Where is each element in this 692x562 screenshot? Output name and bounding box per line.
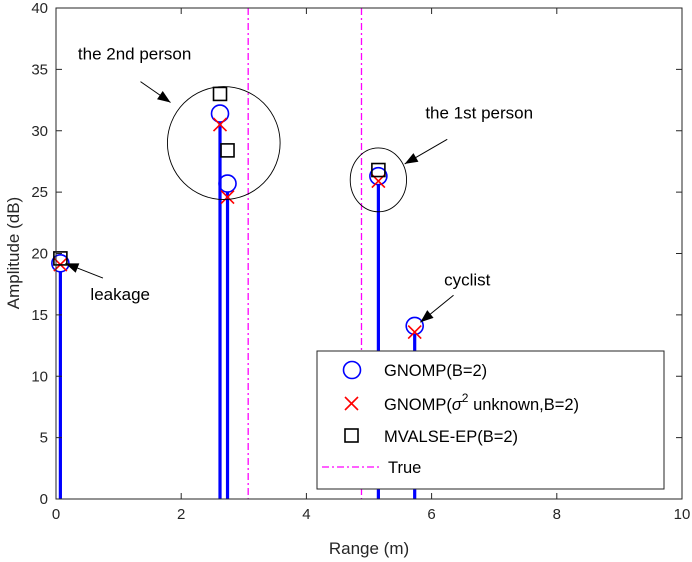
x-tick-label: 8 (553, 506, 561, 523)
x-tick-label: 0 (52, 506, 60, 523)
annotation-text: the 2nd person (78, 45, 191, 64)
legend-label-superscript: 2 (462, 391, 469, 405)
legend-marker-square (344, 428, 359, 443)
point-square (53, 251, 68, 266)
annotation-arrowhead (404, 153, 419, 164)
legend-label-mvalse: MVALSE-EP(B=2) (384, 428, 518, 446)
point-circle (405, 316, 424, 336)
point-x-stroke (220, 189, 235, 205)
legend-label-gnomp-sigma: GNOMP(σ2 unknown,B=2) (384, 391, 579, 414)
legend-label-sigma: σ (452, 396, 463, 414)
x-axis-label: Range (m) (329, 539, 409, 558)
y-tick-label: 0 (40, 491, 48, 508)
y-tick-label: 30 (31, 123, 48, 140)
y-tick-label: 40 (31, 0, 48, 17)
point-square (371, 162, 386, 178)
legend-label-suffix: unknown,B=2) (468, 396, 579, 414)
highlight-circle (349, 147, 408, 213)
y-tick-label: 25 (31, 184, 48, 201)
annotation-layer: the 2nd person the 1st person leakage cycli… (65, 45, 533, 323)
point-square (212, 86, 228, 102)
highlight-circle (166, 86, 281, 200)
point-circle (218, 174, 237, 193)
point-x-stroke (212, 117, 228, 132)
legend-label-gnomp: GNOMP(B=2) (384, 362, 487, 380)
y-axis-label: Amplitude (dB) (4, 197, 23, 309)
x-tick-label: 6 (427, 506, 435, 523)
point-x-stroke (407, 324, 422, 340)
annotation-text: the 1st person (425, 103, 533, 122)
x-tick-label: 4 (302, 506, 310, 523)
legend-box (316, 350, 665, 490)
y-tick-label: 10 (31, 368, 48, 385)
y-tick-label: 35 (31, 61, 48, 78)
legend-marker-circle (342, 360, 362, 380)
series-layer (51, 8, 424, 499)
point-circle (51, 254, 70, 273)
point-x (212, 117, 228, 132)
point-circle (210, 104, 230, 123)
point-square (220, 143, 235, 158)
legend: GNOMP(B=2) GNOMP(σ2 unknown,B=2) MVALSE-… (316, 350, 665, 490)
x-tick-label: 10 (674, 506, 691, 523)
annotation-arrowhead (157, 90, 171, 103)
y-tick-label: 15 (31, 307, 48, 324)
point-x (407, 324, 422, 340)
x-tick-label: 2 (177, 506, 185, 523)
legend-label-true: True (388, 459, 421, 477)
legend-label-prefix: GNOMP( (384, 396, 452, 414)
axis-layer: 0 2 4 6 8 10 0 5 10 15 20 25 30 35 40 (31, 0, 690, 523)
annotation-text: leakage (90, 285, 150, 304)
annotation-arrowhead (65, 263, 80, 273)
point-circle (369, 166, 388, 186)
point-x (220, 189, 235, 205)
annotation-arrowhead (420, 310, 434, 323)
legend-marker-x (344, 396, 359, 411)
y-tick-label: 20 (31, 246, 48, 263)
y-tick-label: 5 (40, 430, 48, 447)
annotation-text: cyclist (444, 270, 491, 289)
